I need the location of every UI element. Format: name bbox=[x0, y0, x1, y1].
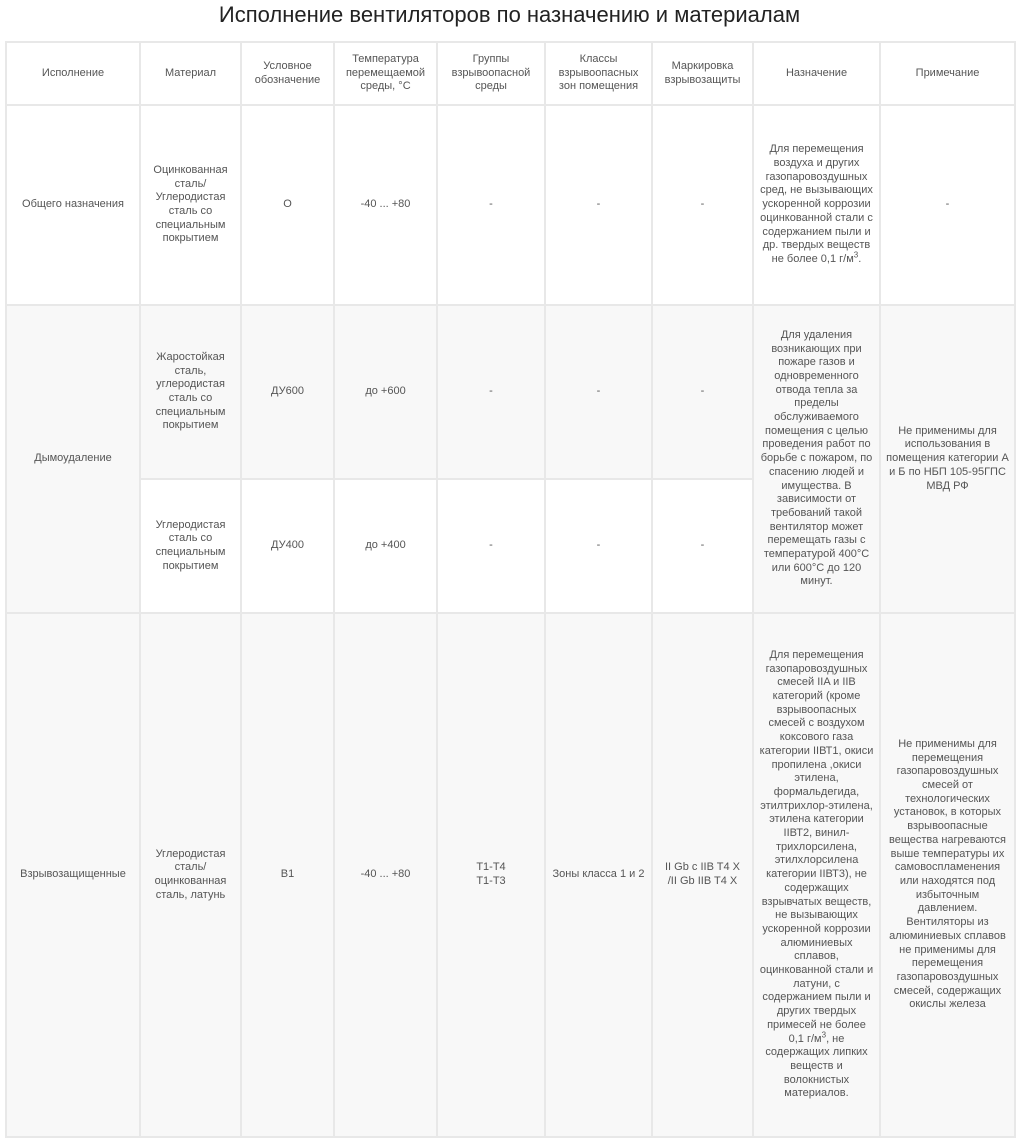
cell-execution: Общего назначения bbox=[5, 104, 141, 306]
header-marking: Маркировка взрывозащиты bbox=[651, 41, 754, 106]
header-material: Материал bbox=[139, 41, 242, 106]
cell-execution: Дымоудаление bbox=[5, 304, 141, 614]
cell-marking: II Gb c IIB T4 X/II Gb IIB T4 X bbox=[651, 612, 754, 1138]
cell-designation: ДУ400 bbox=[240, 478, 335, 614]
table-row-explosion: Взрывозащищенные Углеродистая сталь/ оци… bbox=[5, 612, 1016, 1138]
cell-temperature: -40 ... +80 bbox=[333, 104, 438, 306]
cell-note: Не применимы для перемещения газопаровоз… bbox=[879, 612, 1016, 1138]
cell-zones: - bbox=[544, 104, 653, 306]
header-zones: Классы взрывоопасных зон помещения bbox=[544, 41, 653, 106]
cell-material: Оцинкованная сталь/ Углеродистая сталь с… bbox=[139, 104, 242, 306]
cell-marking: - bbox=[651, 104, 754, 306]
cell-material: Углеродистая сталь со специальным покрыт… bbox=[139, 478, 242, 614]
cell-groups: - bbox=[436, 104, 546, 306]
cell-marking: - bbox=[651, 304, 754, 480]
header-temperature: Температура перемещаемой среды, °С bbox=[333, 41, 438, 106]
cell-purpose: Для перемещения газопаровоздушных смесей… bbox=[752, 612, 881, 1138]
cell-execution: Взрывозащищенные bbox=[5, 612, 141, 1138]
cell-groups: - bbox=[436, 304, 546, 480]
header-designation: Условное обозначение bbox=[240, 41, 335, 106]
table-row-general: Общего назначения Оцинкованная сталь/ Уг… bbox=[5, 104, 1016, 306]
cell-temperature: до +400 bbox=[333, 478, 438, 614]
cell-designation: ДУ600 bbox=[240, 304, 335, 480]
fan-execution-table: Исполнение Материал Условное обозначение… bbox=[5, 41, 1016, 1138]
header-note: Примечание bbox=[879, 41, 1016, 106]
cell-note: Не применимы для использования в помещен… bbox=[879, 304, 1016, 614]
cell-temperature: -40 ... +80 bbox=[333, 612, 438, 1138]
table-row-smoke-2: Углеродистая сталь со специальным покрыт… bbox=[6, 478, 1015, 614]
table-row-smoke-1: Дымоудаление Жаростойкая сталь, углероди… bbox=[5, 304, 1016, 614]
cell-zones: - bbox=[544, 478, 653, 614]
cell-temperature: до +600 bbox=[333, 304, 438, 480]
cell-zones: Зоны класса 1 и 2 bbox=[544, 612, 653, 1138]
page-title: Исполнение вентиляторов по назначению и … bbox=[218, 2, 801, 27]
header-purpose: Назначение bbox=[752, 41, 881, 106]
cell-groups: - bbox=[436, 478, 546, 614]
cell-designation: В1 bbox=[240, 612, 335, 1138]
header-groups: Группы взрывоопасной среды bbox=[436, 41, 546, 106]
cell-note: - bbox=[879, 104, 1016, 306]
cell-material: Жаростойкая сталь, углеродистая сталь со… bbox=[139, 304, 242, 480]
header-row: Исполнение Материал Условное обозначение… bbox=[5, 41, 1016, 106]
cell-material: Углеродистая сталь/ оцинкованная сталь, … bbox=[139, 612, 242, 1138]
cell-zones: - bbox=[544, 304, 653, 480]
cell-marking: - bbox=[651, 478, 754, 614]
cell-purpose: Для перемещения воздуха и других газопар… bbox=[752, 104, 881, 306]
header-execution: Исполнение bbox=[5, 41, 141, 106]
cell-purpose: Для удаления возникающих при пожаре газо… bbox=[752, 304, 881, 614]
cell-groups: Т1-Т4 Т1-Т3 bbox=[436, 612, 546, 1138]
cell-designation: О bbox=[240, 104, 335, 306]
